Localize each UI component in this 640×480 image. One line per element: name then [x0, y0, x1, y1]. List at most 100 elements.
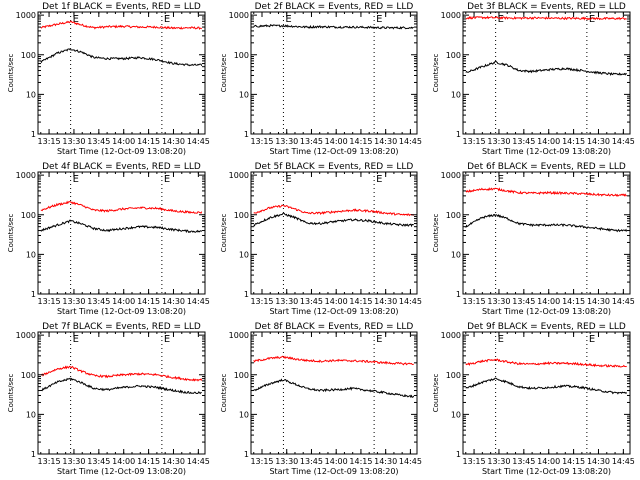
y-tick-label: 10: [26, 90, 36, 99]
marker-label: E: [589, 334, 595, 345]
marker-label: E: [376, 174, 382, 185]
x-tick-label: 13:15: [38, 297, 61, 306]
x-tick-label: 14:30: [587, 137, 610, 146]
series-red: [40, 20, 202, 30]
y-tick-label: 100: [446, 51, 461, 60]
x-axis-label: Start Time (12-Oct-09 13:08:20): [482, 467, 611, 476]
y-tick-label: 10: [26, 410, 36, 419]
plot-frame: [37, 331, 206, 455]
marker-label: E: [589, 14, 595, 25]
x-tick-label: 14:30: [374, 297, 397, 306]
y-axis-label: Counts/sec: [220, 374, 228, 413]
panel-title: Det 3f BLACK = Events, RED = LLD: [467, 2, 626, 12]
x-tick-label: 14:00: [537, 297, 560, 306]
x-tick-label: 14:30: [162, 137, 185, 146]
y-tick-label: 1000: [229, 171, 249, 180]
panel-5: Det 5f BLACK = Events, RED = LLD E E 1 10 100…: [220, 162, 422, 316]
x-tick-label: 14:15: [562, 137, 585, 146]
marker-label: E: [589, 174, 595, 185]
series-red: [253, 355, 414, 366]
x-tick-label: 13:30: [275, 137, 298, 146]
plot-frame: [37, 11, 206, 135]
y-tick-label: 10: [451, 90, 461, 99]
x-tick-label: 14:45: [187, 457, 210, 466]
plot-frame: [250, 171, 418, 295]
y-axis-label: Counts/sec: [220, 214, 228, 253]
x-tick-label: 13:30: [487, 457, 510, 466]
marker-label: E: [164, 174, 170, 185]
x-tick-label: 13:45: [512, 297, 535, 306]
x-tick-label: 14:15: [137, 137, 160, 146]
panel-title: Det 4f BLACK = Events, RED = LLD: [42, 162, 201, 172]
plot-frame: [462, 171, 631, 295]
marker-label: E: [73, 174, 79, 185]
x-tick-label: 13:15: [463, 457, 486, 466]
x-tick-label: 13:45: [512, 137, 535, 146]
series-black: [253, 378, 415, 399]
y-tick-label: 10: [451, 410, 461, 419]
series-black: [253, 24, 414, 30]
plot-frame: [250, 11, 418, 135]
x-tick-label: 14:30: [587, 297, 610, 306]
x-tick-label: 13:15: [38, 137, 61, 146]
panel-7: Det 7f BLACK = Events, RED = LLD E E 1 10 100…: [7, 322, 210, 476]
x-tick-label: 13:30: [275, 457, 298, 466]
x-tick-label: 14:30: [162, 457, 185, 466]
series-red: [253, 204, 415, 217]
series-red: [40, 365, 203, 382]
x-tick-label: 13:45: [87, 137, 110, 146]
series-black: [40, 48, 203, 67]
marker-label: E: [164, 334, 170, 345]
x-axis-label: Start Time (12-Oct-09 13:08:20): [57, 467, 186, 476]
panel-8: Det 8f BLACK = Events, RED = LLD E E 1 10 100…: [220, 322, 422, 476]
y-axis-label: Counts/sec: [220, 54, 228, 93]
x-tick-label: 14:15: [562, 297, 585, 306]
series-black: [465, 377, 628, 395]
y-axis-label: Counts/sec: [432, 374, 440, 413]
marker-label: E: [498, 334, 504, 345]
x-tick-label: 14:30: [374, 137, 397, 146]
x-tick-label: 14:15: [137, 297, 160, 306]
x-tick-label: 14:15: [349, 137, 372, 146]
series-red: [465, 187, 628, 197]
marker-label: E: [285, 334, 291, 345]
y-tick-label: 1000: [16, 11, 36, 20]
y-tick-label: 1: [244, 130, 249, 139]
y-tick-label: 100: [234, 51, 249, 60]
marker-label: E: [73, 334, 79, 345]
x-axis-label: Start Time (12-Oct-09 13:08:20): [269, 467, 398, 476]
y-tick-label: 10: [239, 250, 249, 259]
panel-9: Det 9f BLACK = Events, RED = LLD E E 1 10 100…: [432, 322, 635, 476]
x-tick-label: 14:00: [537, 457, 560, 466]
x-tick-label: 14:00: [325, 297, 348, 306]
panel-2: Det 2f BLACK = Events, RED = LLD E E 1 10 100…: [220, 2, 422, 156]
y-tick-label: 100: [21, 211, 36, 220]
y-tick-label: 100: [234, 371, 249, 380]
y-tick-label: 1: [244, 290, 249, 299]
x-tick-label: 14:15: [137, 457, 160, 466]
series-black: [253, 212, 414, 228]
x-axis-label: Start Time (12-Oct-09 13:08:20): [482, 307, 611, 316]
panel-title: Det 9f BLACK = Events, RED = LLD: [467, 322, 626, 332]
y-tick-label: 1: [31, 130, 36, 139]
x-tick-label: 13:45: [87, 297, 110, 306]
y-axis-label: Counts/sec: [432, 214, 440, 253]
x-axis-label: Start Time (12-Oct-09 13:08:20): [57, 147, 186, 156]
y-tick-label: 1: [456, 130, 461, 139]
x-tick-label: 14:30: [374, 457, 397, 466]
marker-label: E: [285, 174, 291, 185]
x-tick-label: 14:45: [399, 457, 422, 466]
x-tick-label: 13:15: [250, 297, 273, 306]
y-tick-label: 1000: [441, 11, 461, 20]
y-tick-label: 1000: [16, 331, 36, 340]
y-tick-label: 100: [446, 211, 461, 220]
y-tick-label: 1: [31, 290, 36, 299]
x-tick-label: 14:00: [112, 297, 135, 306]
x-tick-label: 14:45: [612, 457, 635, 466]
x-tick-label: 14:45: [612, 137, 635, 146]
marker-label: E: [376, 14, 382, 25]
series-black: [40, 377, 202, 395]
y-tick-label: 100: [21, 51, 36, 60]
y-tick-label: 1: [31, 450, 36, 459]
series-red: [465, 358, 627, 368]
